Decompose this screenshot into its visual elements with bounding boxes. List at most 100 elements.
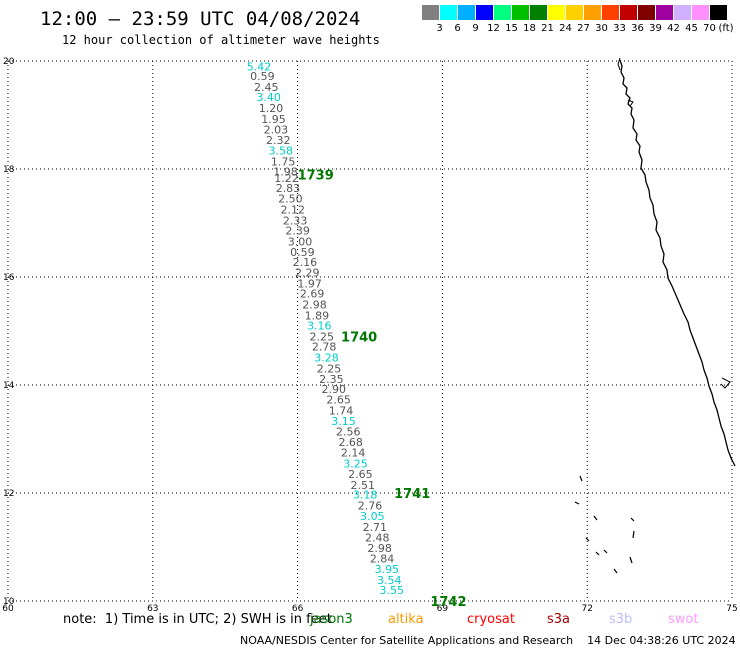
scale-tick-label: 3 (436, 23, 443, 34)
island-2 (574, 501, 580, 505)
scale-tick-label: 18 (523, 23, 536, 34)
wave-height-value: 1.22 (274, 172, 299, 185)
lat-tick-label: 14 (3, 381, 15, 391)
wave-height-value: 5.42 (247, 60, 272, 73)
wave-height-value: 2.32 (266, 134, 291, 147)
lon-tick-label: 60 (2, 604, 14, 614)
wave-height-value: 2.25 (309, 330, 334, 343)
scale-swatch (512, 5, 529, 20)
scale-swatch (638, 5, 655, 20)
axis-labels: 60 63 66 69 72 75 20 18 16 14 12 10 (2, 57, 737, 614)
wave-height-value: 3.00 (288, 235, 313, 248)
scale-swatch (440, 5, 457, 20)
wave-height-value: 2.98 (367, 542, 392, 555)
wave-height-value: 2.84 (370, 552, 395, 565)
wave-height-value: 2.65 (326, 394, 351, 407)
wave-height-value: 0.59 (290, 246, 315, 259)
wave-height-value: 3.18 (353, 489, 378, 502)
island-4 (630, 517, 635, 522)
lon-tick-label: 72 (581, 604, 592, 614)
scale-swatch (566, 5, 583, 20)
scale-tick-label: 39 (649, 23, 662, 34)
scale-tick-label: 45 (685, 23, 698, 34)
island-3 (593, 515, 598, 521)
wave-height-value: 1.20 (259, 102, 284, 115)
india-west-coastline (619, 59, 736, 467)
scale-swatch (494, 5, 511, 20)
coast-notch-2 (720, 377, 731, 389)
wave-height-value: 2.90 (322, 383, 347, 396)
lon-tick-label: 66 (292, 604, 304, 614)
scale-tick-label: 30 (595, 23, 608, 34)
scale-tick-label: 36 (631, 23, 644, 34)
wave-height-value: 2.78 (312, 341, 337, 354)
scale-tick-label: 12 (487, 23, 500, 34)
wave-height-value: 2.29 (295, 267, 320, 280)
wave-height-value: 2.83 (276, 182, 301, 195)
scale-tick-label: 27 (577, 23, 590, 34)
lat-tick-label: 16 (3, 273, 15, 283)
coast-notch-1 (627, 99, 634, 107)
coastline (574, 57, 736, 574)
wave-height-value: 2.76 (358, 499, 383, 512)
map-title: 12:00 — 23:59 UTC 04/08/2024 (40, 8, 361, 30)
wave-height-value: 2.98 (302, 299, 327, 312)
wave-height-value: 3.40 (256, 91, 281, 104)
lon-tick-label: 75 (726, 604, 737, 614)
wave-height-observations: 5.420.592.453.401.201.952.032.323.581.75… (247, 60, 404, 597)
satellite-legend-swot: swot (668, 612, 699, 627)
scale-tick-label: 9 (472, 23, 479, 34)
gulf-detail (617, 57, 621, 71)
lon-tick-label: 69 (437, 604, 449, 614)
wave-height-value: 1.74 (329, 404, 354, 417)
scale-swatch (458, 5, 475, 20)
scale-swatch (656, 5, 673, 20)
scale-tick-label: 24 (559, 23, 572, 34)
scale-swatch (710, 5, 727, 20)
wave-height-value: 2.65 (348, 468, 373, 481)
wave-height-value: 3.58 (268, 145, 293, 158)
island-1 (579, 475, 583, 482)
scale-tick-label: 21 (541, 23, 554, 34)
scale-swatch (530, 5, 547, 20)
wave-height-value: 2.56 (336, 425, 361, 438)
wave-height-value: 1.97 (297, 277, 322, 290)
scale-tick-label: 15 (505, 23, 518, 34)
island-10 (613, 568, 618, 574)
wave-height-value: 3.54 (377, 574, 402, 587)
map-subtitle: 12 hour collection of altimeter wave hei… (62, 33, 380, 47)
wave-height-value: 2.25 (317, 362, 342, 375)
wave-height-value: 3.55 (379, 584, 404, 597)
wave-height-value: 3.16 (307, 320, 332, 333)
wave-height-value: 1.95 (261, 113, 286, 126)
wave-height-value: 1.98 (273, 166, 298, 179)
wave-height-value: 2.71 (363, 521, 388, 534)
wave-height-value: 2.51 (351, 479, 376, 492)
wave-height-value: 1.75 (271, 155, 296, 168)
wave-height-value: 0.59 (250, 70, 275, 83)
lat-tick-label: 10 (3, 597, 15, 607)
satellite-legend-s3b: s3b (609, 612, 633, 627)
scale-swatch (674, 5, 691, 20)
pass-labels: 1739 1740 1741 1742 (298, 168, 467, 610)
wave-height-value: 2.39 (285, 225, 310, 238)
pass-time-label: 1741 (394, 487, 430, 502)
scale-swatch (422, 5, 439, 20)
scale-tick-label: 33 (613, 23, 626, 34)
satellite-legend-s3a: s3a (547, 612, 571, 627)
scale-tick-label: 70 (703, 23, 716, 34)
wave-height-value: 2.03 (264, 124, 289, 137)
lat-lon-grid (7, 60, 733, 602)
satellite-legend-altika: altika (388, 612, 424, 627)
scale-tick-label: 42 (667, 23, 680, 34)
scale-swatch (476, 5, 493, 20)
footer-note: note: 1) Time is in UTC; 2) SWH is in fe… (63, 612, 332, 627)
satellite-legend-jason3: jason3 (310, 612, 353, 627)
scale-swatch (620, 5, 637, 20)
scale-swatch (584, 5, 601, 20)
wave-height-value: 2.33 (283, 214, 308, 227)
island-5 (632, 530, 635, 539)
wave-height-value: 3.05 (360, 510, 385, 523)
wave-height-value: 2.50 (278, 193, 303, 206)
